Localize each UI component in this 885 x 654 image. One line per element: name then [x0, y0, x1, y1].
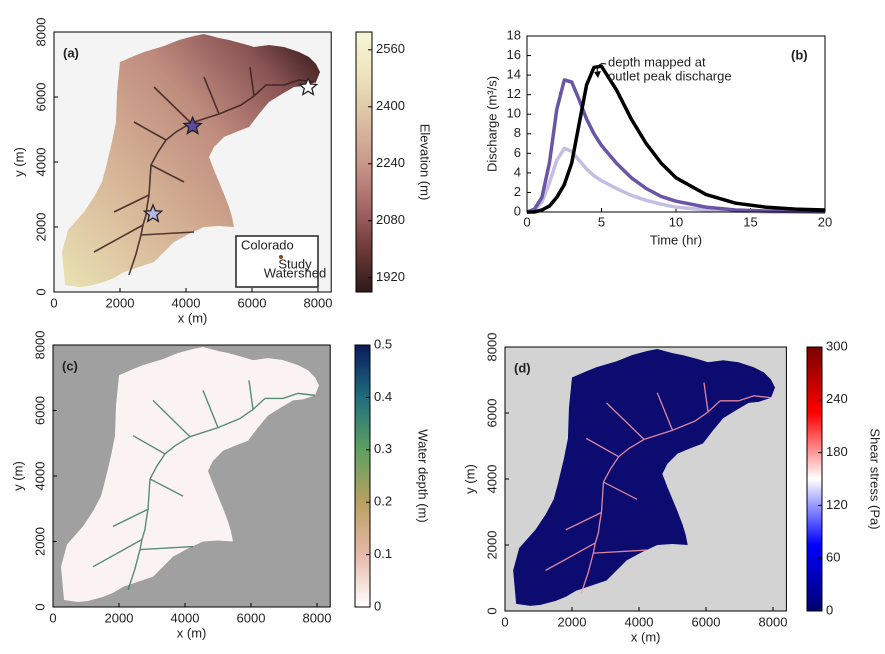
colorbar-tick-label: 0.1	[374, 546, 392, 561]
y-tick-label: 16	[507, 47, 521, 62]
colorbar-tick-label: 300	[826, 338, 848, 353]
colorbar-tick-label: 2240	[376, 155, 405, 170]
colorbar-tick-label: 0.4	[374, 389, 392, 404]
y-tick-label: 18	[507, 27, 521, 42]
colorbar-tick-label: 2080	[376, 212, 405, 227]
panel-label: (b)	[791, 47, 808, 62]
y-tick-label: 4	[514, 164, 521, 179]
y-tick-label: 6000	[32, 396, 47, 425]
colorbar-tick-label: 0.2	[374, 494, 392, 509]
x-tick-label: 10	[669, 214, 683, 229]
colorbar-tick-label: 120	[826, 497, 848, 512]
discharge-line	[526, 78, 826, 214]
x-tick-label: 0	[49, 610, 56, 625]
y-tick-label: 4000	[32, 462, 47, 491]
y-axis-label: Discharge (m³/s)	[484, 76, 499, 172]
annotation: depth mapped at	[608, 54, 706, 69]
colorbar-tick-label: 60	[826, 550, 840, 565]
y-axis-label: y (m)	[11, 147, 26, 177]
panel-label: (c)	[62, 358, 78, 373]
panel-label: (d)	[514, 360, 531, 375]
x-tick-label: 15	[743, 214, 757, 229]
colorbar-tick-label: 1920	[376, 269, 405, 284]
x-axis-label: Time (hr)	[650, 232, 702, 247]
y-tick-label: 2000	[33, 213, 48, 242]
y-tick-label: 0	[32, 603, 47, 610]
annotation-arrowhead	[594, 71, 601, 78]
x-tick-label: 5	[598, 214, 605, 229]
x-axis-label: x (m)	[177, 625, 207, 640]
colorbar-tick-label: 0	[374, 598, 381, 613]
panel-label: (a)	[63, 45, 79, 60]
y-tick-label: 0	[33, 288, 48, 295]
colorbar-tick-label: 180	[826, 444, 848, 459]
y-tick-label: 2000	[32, 527, 47, 556]
colorbar-tick-label: 0.3	[374, 441, 392, 456]
y-tick-label: 6	[514, 145, 521, 160]
y-tick-label: 8000	[32, 331, 47, 360]
y-tick-label: 8000	[484, 333, 499, 362]
plot-frame	[526, 35, 826, 213]
colorbar-tick-label: 0	[826, 602, 833, 617]
x-tick-label: 4000	[172, 295, 201, 310]
x-tick-label: 0	[523, 214, 530, 229]
y-tick-label: 8000	[33, 18, 48, 47]
y-tick-label: 0	[484, 607, 499, 614]
x-tick-label: 4000	[625, 614, 654, 629]
y-tick-label: 8	[514, 125, 521, 140]
x-axis-label: x (m)	[631, 629, 661, 644]
y-tick-label: 6000	[33, 83, 48, 112]
inset-dot	[279, 255, 283, 259]
discharge-line	[527, 64, 826, 214]
x-tick-label: 8000	[303, 610, 332, 625]
y-axis-label: y (m)	[10, 461, 25, 491]
x-tick-label: 0	[50, 295, 57, 310]
colorbar-label: Water depth (m)	[416, 429, 431, 522]
y-tick-label: 10	[507, 106, 521, 121]
x-tick-label: 6000	[238, 295, 267, 310]
colorbar-label: Elevation (m)	[418, 124, 433, 201]
x-tick-label: 0	[501, 614, 508, 629]
x-tick-label: 6000	[692, 614, 721, 629]
x-tick-label: 2000	[558, 614, 587, 629]
colorbar	[806, 346, 823, 612]
colorbar-tick-label: 2560	[376, 41, 405, 56]
y-tick-label: 4000	[33, 148, 48, 177]
colorbar-tick-label: 2400	[376, 98, 405, 113]
colorbar-tick-label: 0.5	[374, 336, 392, 351]
x-tick-label: 20	[818, 214, 832, 229]
y-tick-label: 14	[507, 67, 521, 82]
colorbar-tick-label: 240	[826, 391, 848, 406]
y-tick-label: 2	[514, 184, 521, 199]
inset-title: Colorado	[241, 237, 294, 252]
x-axis-label: x (m)	[178, 310, 208, 325]
y-tick-label: 6000	[484, 399, 499, 428]
x-tick-label: 2000	[105, 610, 134, 625]
annotation: outlet peak discharge	[608, 68, 732, 83]
inset-box	[235, 235, 319, 288]
colorbar-label: Shear stress (Pa)	[868, 428, 883, 529]
x-tick-label: 2000	[106, 295, 135, 310]
inset-label: Watershed	[264, 265, 326, 280]
x-tick-label: 8000	[304, 295, 333, 310]
y-tick-label: 12	[507, 86, 521, 101]
colorbar	[355, 31, 373, 293]
y-tick-label: 0	[514, 203, 521, 218]
x-tick-label: 8000	[759, 614, 788, 629]
inset-label: Study	[278, 256, 312, 271]
outlet-marker	[297, 76, 319, 96]
x-tick-label: 4000	[171, 610, 200, 625]
outlet-marker	[142, 203, 164, 223]
colorbar	[354, 344, 371, 608]
y-tick-label: 2000	[484, 531, 499, 560]
y-axis-label: y (m)	[462, 464, 477, 494]
x-tick-label: 6000	[237, 610, 266, 625]
y-tick-label: 4000	[484, 465, 499, 494]
outlet-marker	[182, 115, 203, 135]
